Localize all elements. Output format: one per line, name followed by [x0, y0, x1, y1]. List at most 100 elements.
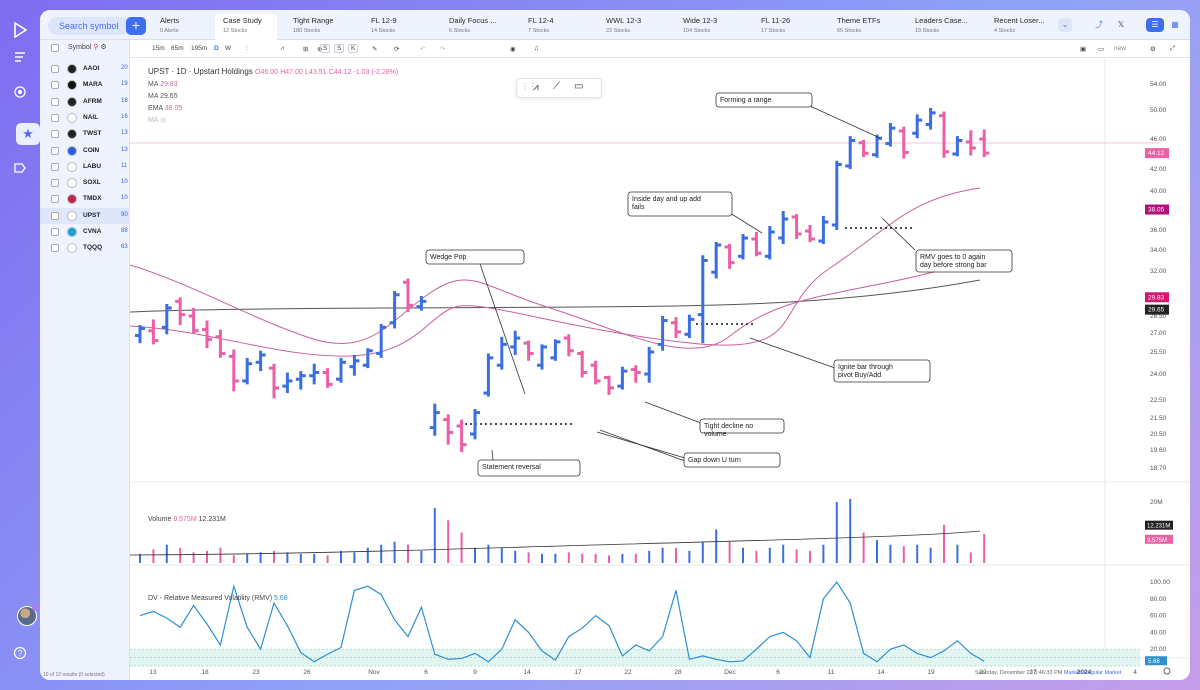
tab-fl-12-9[interactable]: FL 12-9 14 Stocks: [371, 16, 433, 40]
refresh-icon[interactable]: ⟳: [394, 46, 400, 53]
templates-icon[interactable]: ⊞: [303, 46, 309, 53]
price-bar: [175, 297, 186, 326]
watchlist-row-tmdx[interactable]: TMDX 10: [40, 191, 130, 207]
svg-text:fails: fails: [632, 204, 645, 211]
alert-bell-icon[interactable]: ♫: [534, 45, 539, 52]
row-checkbox[interactable]: [51, 97, 59, 106]
price-bar: [791, 214, 802, 239]
row-checkbox[interactable]: [51, 195, 59, 204]
row-checkbox[interactable]: [51, 65, 59, 73]
layout-icon[interactable]: ▣: [1080, 46, 1087, 53]
layout-select[interactable]: new: [1114, 45, 1126, 52]
tab-tight-range[interactable]: Tight Range 180 Stocks: [293, 16, 355, 40]
select-all-checkbox[interactable]: [51, 44, 59, 52]
interval-d[interactable]: D: [214, 45, 219, 52]
row-checkbox[interactable]: [51, 146, 59, 155]
help-icon[interactable]: ?: [11, 646, 29, 664]
drag-handle-icon[interactable]: ⋮⋮: [521, 82, 537, 91]
share-icon[interactable]: ⤴: [1095, 20, 1103, 29]
interval-195m[interactable]: 195m: [191, 45, 208, 52]
star-icon[interactable]: ★: [16, 123, 40, 145]
tab-alerts[interactable]: Alerts 0 Alerts: [160, 16, 210, 40]
tab-wide-12-3[interactable]: Wide 12-3 104 Stocks: [683, 16, 745, 40]
pattern-tool-icon[interactable]: ⩘: [533, 82, 539, 93]
watchlist-row-twst[interactable]: TWST 13: [40, 126, 130, 142]
tab-daily-focus[interactable]: Daily Focus ... 6 Stocks: [449, 16, 511, 40]
axis-settings-icon[interactable]: [1163, 667, 1171, 675]
add-button[interactable]: +: [126, 17, 146, 35]
ticker-symbol: TMDX: [83, 195, 102, 203]
flow-icon[interactable]: [11, 161, 29, 179]
scale-s2[interactable]: S: [334, 44, 345, 53]
watchlist-row-nail[interactable]: NAIL 16: [40, 110, 130, 126]
tabs-more-icon[interactable]: ⌄: [1058, 18, 1072, 32]
interval-w[interactable]: W: [225, 45, 232, 52]
pencil-icon[interactable]: ✎: [372, 46, 378, 53]
svg-text:12.231M: 12.231M: [1147, 524, 1170, 530]
row-checkbox[interactable]: [51, 228, 59, 236]
price-chart[interactable]: 54.0050.0046.0042.0040.0038.0036.0034.00…: [130, 58, 1190, 680]
annotation-callout[interactable]: Forming a range: [715, 92, 881, 139]
watchlist-row-labu[interactable]: LABU 11: [40, 159, 130, 175]
annotation-callout[interactable]: Wedge Pop: [425, 249, 526, 395]
indicators-icon[interactable]: ⩘: [280, 45, 284, 52]
folder-icon[interactable]: ▭: [1098, 46, 1105, 53]
tab-fl-11-26[interactable]: FL 11-26 17 Stocks: [761, 16, 823, 40]
search-input[interactable]: Search symbol: [48, 17, 130, 35]
logo-play-icon[interactable]: [11, 21, 29, 40]
watchlist-row-mara[interactable]: MARA 19: [40, 77, 130, 93]
last-price-tag: 44.12: [1145, 148, 1169, 159]
tab-recent-loser[interactable]: Recent Loser... 4 Stocks: [994, 16, 1056, 40]
row-checkbox[interactable]: [51, 179, 59, 188]
user-avatar[interactable]: [17, 604, 39, 626]
tab-case-study[interactable]: Case Study 12 Stocks: [215, 14, 277, 40]
annotation-callout[interactable]: Statement reversal: [477, 449, 581, 477]
fullscreen-icon[interactable]: ⤢: [1170, 45, 1176, 52]
row-checkbox[interactable]: [51, 81, 59, 90]
hide-eye-icon[interactable]: ◎: [160, 117, 167, 124]
comment-tool-icon[interactable]: ▭: [574, 81, 584, 92]
target-icon[interactable]: [11, 85, 29, 103]
watchlist-row-aaoi[interactable]: AAOI 20: [40, 61, 130, 77]
row-checkbox[interactable]: [51, 162, 59, 171]
settings-icon[interactable]: ⚙: [1150, 46, 1156, 53]
row-checkbox[interactable]: [51, 113, 59, 122]
tab-theme-etfs[interactable]: Theme ETFs 65 Stocks: [837, 16, 899, 40]
line-tool-icon[interactable]: ⟋: [553, 81, 560, 92]
menu-icon[interactable]: [11, 50, 29, 68]
ohlc-low: L43.51: [305, 69, 327, 76]
scale-s1[interactable]: S: [320, 44, 331, 53]
redo-icon[interactable]: ↷: [440, 46, 446, 53]
list-view-icon[interactable]: ☰: [1146, 18, 1164, 32]
price-bar: [148, 319, 159, 345]
price-bar: [912, 114, 923, 139]
ticker-symbol: TQQQ: [83, 244, 103, 252]
interval-15m[interactable]: 15m: [152, 45, 165, 52]
watchlist-row-cvna[interactable]: CVNA 88: [40, 224, 130, 240]
scale-k[interactable]: K: [348, 44, 359, 53]
tab-fl-12-4[interactable]: FL 12-4 7 Stocks: [528, 16, 590, 40]
row-checkbox[interactable]: [51, 244, 59, 253]
ma-line: [130, 257, 981, 349]
grid-view-icon[interactable]: ▦: [1171, 20, 1179, 29]
tab-wwl-12-3[interactable]: WWL 12-3 22 Stocks: [606, 16, 668, 40]
compare-icon[interactable]: ⊕: [317, 46, 323, 53]
x-icon[interactable]: 𝕏: [1117, 20, 1125, 29]
row-checkbox[interactable]: [51, 211, 59, 220]
watchlist-row-coin[interactable]: COIN 13: [40, 143, 130, 159]
watchlist-row-tqqq[interactable]: TQQQ 63: [40, 240, 130, 256]
chart-type-icon[interactable]: ⫶: [246, 45, 248, 52]
interval-65m[interactable]: 65m: [171, 45, 184, 52]
watchlist-row-soxl[interactable]: SOXL 10: [40, 175, 130, 191]
snapshot-icon[interactable]: ◉: [510, 46, 516, 53]
tab-leaders-case[interactable]: Leaders Case... 19 Stocks: [915, 16, 977, 40]
watchlist-row-upst[interactable]: UPST 90: [40, 207, 130, 224]
row-checkbox[interactable]: [51, 130, 59, 139]
watchlist-row-afrm[interactable]: AFRM 18: [40, 94, 130, 110]
annotation-callout[interactable]: Gap down U turn: [596, 429, 781, 468]
undo-icon[interactable]: ↶: [420, 46, 426, 53]
